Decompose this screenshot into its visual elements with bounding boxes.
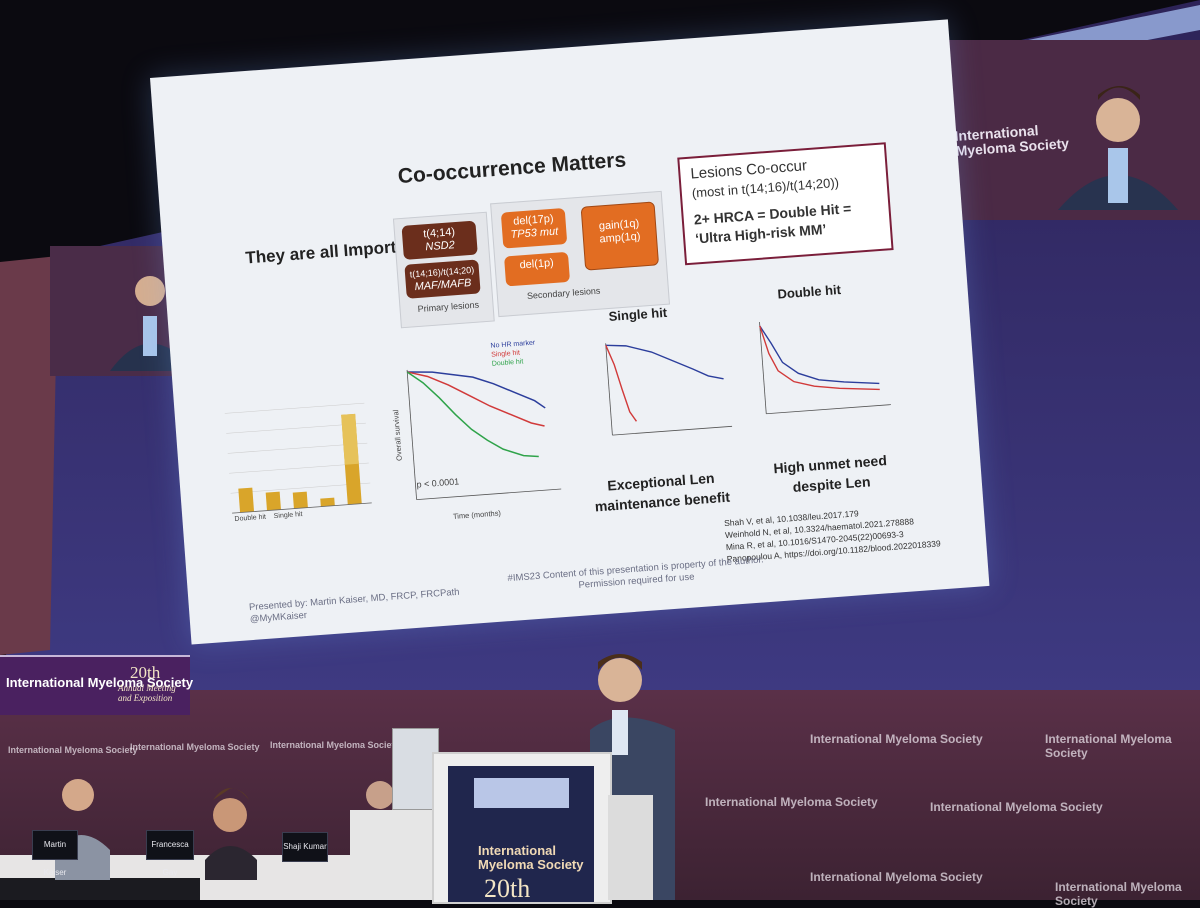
panelist-1 — [62, 779, 94, 811]
meeting-banner: International Myeloma Society 20th Annua… — [0, 655, 194, 715]
wall-logo-7: International Myeloma Society — [930, 800, 1103, 814]
wall-logo-4: International Myeloma Society — [810, 732, 983, 746]
os-kaplan-meier — [406, 369, 562, 501]
double-hit-obs-curve — [759, 325, 880, 391]
slide-title: Co-occurrence Matters — [397, 148, 627, 189]
bar-del1p — [265, 491, 281, 511]
bar-gain1q-upper — [341, 413, 359, 465]
panelist-3 — [366, 781, 394, 809]
double-hit-label: Double hit — [776, 281, 842, 302]
double-hit-callout: Lesions Co-occur (most in t(14;16)/t(14;… — [677, 142, 894, 266]
os-legend: No HR marker Single hit Double hit — [490, 339, 537, 369]
name-card-shaji: Shaji Kumar — [282, 832, 328, 862]
os-curve-single — [407, 371, 545, 427]
single-hit-pfs-chart — [605, 343, 733, 436]
single-hit-caption: Exceptional Len maintenance benefit — [590, 467, 733, 517]
podium: International Myeloma Society 20th — [432, 752, 612, 904]
podium-brand: International Myeloma Society — [478, 844, 584, 872]
single-hit-label: Single hit — [608, 304, 668, 325]
podium-side — [608, 795, 653, 900]
wall-logo-8: International Myeloma Society — [810, 870, 983, 884]
podium-brand-line-2: Myeloma Society — [478, 857, 584, 872]
lesion-bar-chart — [224, 402, 372, 514]
table-foreground-shadow — [0, 878, 200, 900]
podium-brand-line-1: International — [478, 843, 557, 858]
speaker-video-feed — [948, 40, 1200, 220]
name-card-francesca: Francesca Gay — [146, 830, 194, 877]
podium-screen-image — [474, 778, 569, 808]
double-hit-len-curve — [759, 325, 880, 385]
lesion-del17p: del(17p) TP53 mut — [500, 207, 568, 249]
os-curve-no-hr — [407, 371, 546, 409]
presentation-slide: Co-occurrence Matters They are all Impor… — [150, 19, 990, 645]
wall-logo-2: International Myeloma Society — [130, 742, 260, 752]
footer-notice: #IMS23 Content of this presentation is p… — [507, 554, 765, 597]
lesion-t14-16: t(14;16)/t(14;20) MAF/MAFB — [404, 259, 481, 299]
lectern-side — [350, 810, 435, 900]
bar-t14-16 — [320, 497, 335, 507]
os-curve-double — [406, 371, 539, 458]
lesion-del1p-label: del(1p) — [519, 256, 555, 272]
confidence-monitor — [392, 728, 439, 810]
wall-logo-6: International Myeloma Society — [705, 795, 878, 809]
single-hit-len-curve — [605, 344, 724, 380]
double-hit-pfs-chart — [759, 321, 891, 415]
bar-del17p — [292, 491, 308, 509]
lesion-1q: gain(1q) amp(1q) — [580, 201, 660, 271]
single-hit-obs-curve — [605, 345, 638, 422]
wall-logo-3: International Myeloma Society — [270, 740, 400, 750]
podium-screen: International Myeloma Society 20th — [448, 766, 594, 903]
podium-edition: 20th — [484, 874, 531, 903]
speaker-head — [598, 658, 642, 702]
banner-meeting-line-2: and Exposition — [118, 693, 173, 703]
wall-logo-9: International Myeloma Society — [1055, 880, 1182, 908]
panelist-2 — [213, 798, 247, 832]
banner-meeting: Annual Meeting and Exposition — [118, 683, 176, 703]
wall-logo-1: International Myeloma Society — [8, 745, 138, 755]
bar-t4-14 — [238, 487, 255, 513]
side-screen-edge — [0, 256, 58, 655]
banner-brand: International Myeloma Society — [6, 675, 194, 690]
wall-logo-5: International Myeloma Society — [1045, 732, 1172, 760]
name-card-martin: Martin Kaiser — [32, 830, 78, 877]
double-hit-caption: High unmet need despite Len — [760, 449, 903, 499]
footer-presenter: Presented by: Martin Kaiser, MD, FRCP, F… — [249, 587, 461, 626]
banner-edition: 20th — [130, 663, 161, 682]
lesion-t4-14: t(4;14) NSD2 — [401, 220, 478, 260]
lesion-del1p: del(1p) — [504, 251, 571, 287]
banner-meeting-line-1: Annual Meeting — [118, 683, 176, 693]
